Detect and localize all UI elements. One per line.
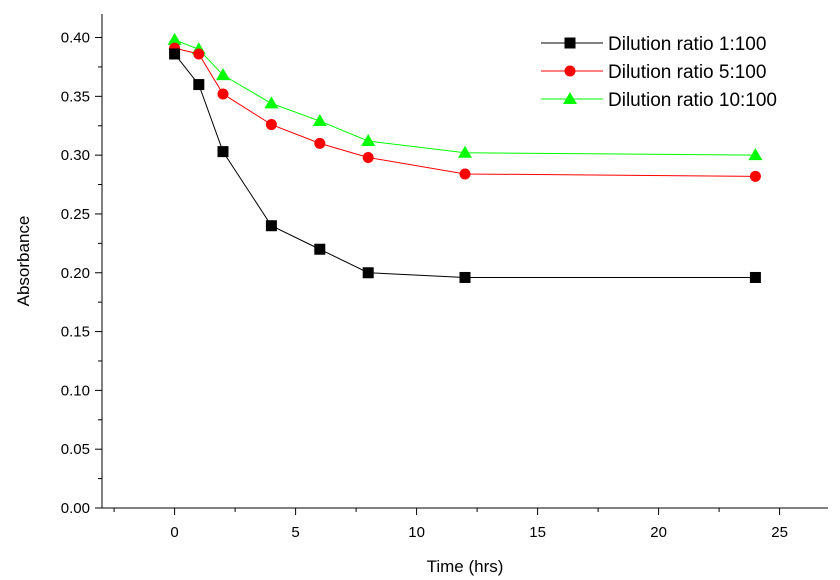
data-point [459, 271, 471, 283]
data-point [265, 220, 277, 232]
y-axis-label: Absorbance [14, 216, 33, 307]
x-tick-label: 15 [529, 524, 546, 541]
data-point [314, 137, 326, 149]
data-point [217, 146, 229, 158]
y-tick-label: 0.40 [61, 30, 90, 47]
data-point [361, 134, 376, 147]
legend-marker [564, 65, 576, 77]
legend-item: Dilution ratio 5:100 [541, 62, 766, 83]
data-point [217, 88, 229, 100]
axes [101, 14, 828, 509]
legend-label: Dilution ratio 1:100 [608, 34, 766, 55]
x-axis-ticks: 0 5 10 15 20 25 [113, 508, 788, 541]
data-point [749, 271, 761, 283]
data-point [749, 170, 761, 182]
legend-item: Dilution ratio 10:100 [541, 90, 777, 111]
y-tick-label: 0.00 [61, 500, 90, 517]
data-point [314, 243, 326, 255]
legend-label: Dilution ratio 5:100 [608, 62, 766, 83]
data-point [264, 96, 279, 109]
x-axis-label: Time (hrs) [427, 557, 504, 576]
y-tick-label: 0.05 [61, 441, 90, 458]
data-point [748, 148, 763, 161]
legend-label: Dilution ratio 10:100 [608, 90, 777, 111]
data-point [167, 32, 182, 45]
series-1 [169, 48, 761, 283]
series-2 [169, 42, 761, 182]
data-point [458, 145, 472, 158]
y-axis-ticks: 0.00 0.05 0.10 0.15 0.20 0.25 0.30 0.35 0.40 [61, 30, 102, 517]
legend-item: Dilution ratio 1:100 [541, 34, 766, 55]
x-tick-label: 0 [170, 524, 178, 541]
y-tick-label: 0.10 [61, 382, 90, 399]
y-tick-label: 0.20 [61, 265, 90, 282]
x-tick-label: 5 [291, 524, 299, 541]
x-tick-label: 10 [408, 524, 425, 541]
data-point [312, 114, 327, 127]
x-tick-label: 20 [650, 524, 667, 541]
y-tick-label: 0.25 [61, 206, 90, 223]
data-point [362, 267, 374, 279]
data-point [362, 151, 374, 163]
data-point [216, 68, 230, 81]
data-point [265, 119, 277, 131]
y-tick-label: 0.35 [61, 88, 90, 105]
data-point [459, 168, 471, 180]
y-tick-label: 0.15 [61, 324, 90, 341]
data-point [169, 48, 181, 60]
series-line [174, 47, 756, 177]
x-tick-label: 25 [771, 524, 788, 541]
legend-marker [564, 37, 576, 49]
legend-marker [563, 92, 577, 104]
data-point [193, 79, 205, 91]
y-tick-label: 0.30 [61, 147, 90, 164]
legend: Dilution ratio 1:100 Dilution ratio 5:100… [541, 34, 777, 111]
series-line [174, 53, 756, 278]
data-series [167, 32, 763, 283]
data-point [193, 48, 205, 60]
